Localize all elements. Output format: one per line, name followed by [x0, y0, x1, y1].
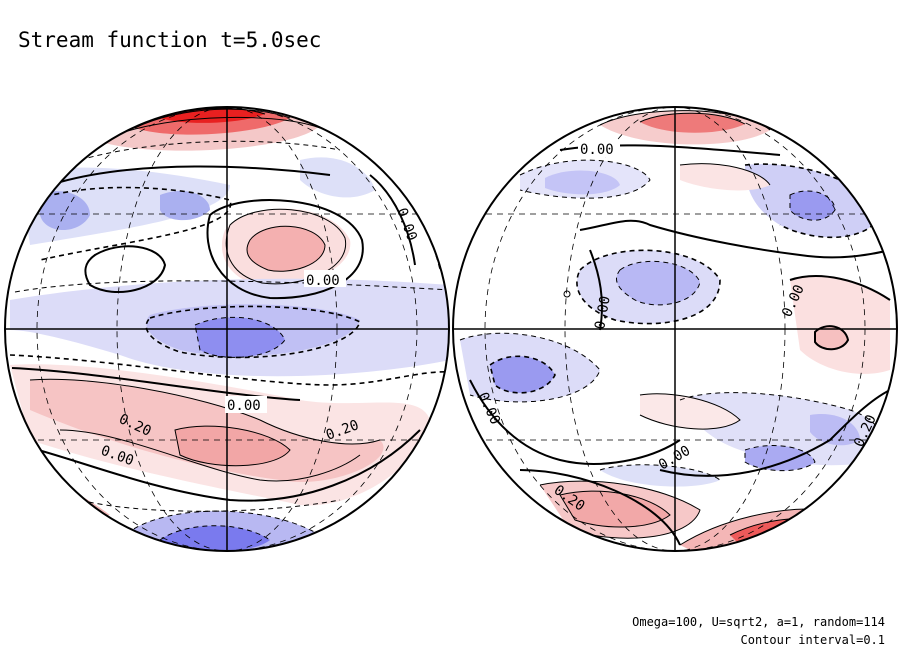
left-globe-outline [4, 106, 450, 552]
right-contour-label: 0.00 [592, 295, 614, 331]
left-axes [5, 107, 449, 551]
left-contour-label: 0.00 [227, 398, 261, 414]
footer: Omega=100, U=sqrt2, a=1, random=114 Cont… [632, 615, 885, 647]
footer-contour-interval: Contour interval=0.1 [741, 633, 886, 647]
right-globe-outline [452, 106, 898, 552]
right-contour-label: 0.00 [580, 142, 614, 158]
left-hemisphere: 0.00 0.00 0.00 0.20 0.20 0.00 [4, 106, 450, 552]
right-hemisphere: 0.00 0.00 0.00 0.00 0.20 0.00 0.20 [452, 106, 898, 552]
left-contour-label: 0.00 [306, 273, 340, 289]
footer-parameters: Omega=100, U=sqrt2, a=1, random=114 [632, 615, 885, 629]
figure-title: Stream function t=5.0sec [18, 28, 321, 52]
right-axes [453, 107, 897, 551]
